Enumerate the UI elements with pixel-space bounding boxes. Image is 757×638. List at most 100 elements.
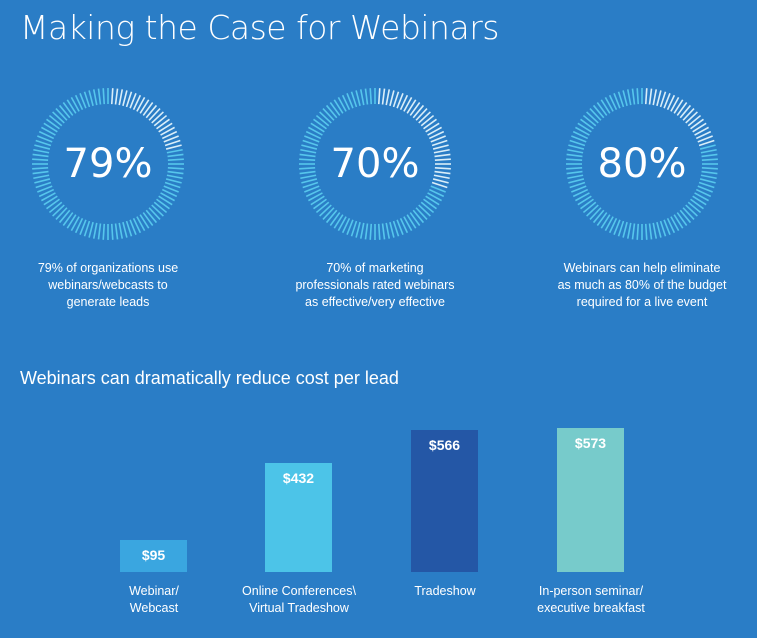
gauge-tick xyxy=(125,220,133,237)
gauge-tick xyxy=(79,93,87,109)
gauge-tick xyxy=(122,221,128,238)
gauge-tick xyxy=(37,185,53,193)
gauge-tick xyxy=(333,99,344,114)
gauge-tick xyxy=(420,114,435,127)
gauge-tick xyxy=(636,223,640,240)
gauge-tick xyxy=(359,222,365,239)
bar-webinar: $95 xyxy=(120,540,187,572)
gauge-tick xyxy=(687,201,702,214)
gauge-tick xyxy=(48,114,63,127)
category-label-tradeshow: Tradeshow xyxy=(370,583,520,600)
gauge-tick xyxy=(310,122,325,133)
gauge-tick xyxy=(118,222,124,239)
gauge-tick xyxy=(122,90,128,107)
gauge-tick xyxy=(136,97,146,112)
gauge-tick xyxy=(406,99,417,114)
caption-line: as effective/very effective xyxy=(305,295,445,309)
gauge-tick xyxy=(636,88,640,105)
gauge-tick xyxy=(425,122,440,133)
gauge-tick xyxy=(427,192,442,202)
gauge-tick xyxy=(34,178,51,184)
gauge-tick xyxy=(148,207,161,220)
gauge-tick xyxy=(329,102,341,116)
gauge-tick xyxy=(164,139,181,147)
gauge-tick xyxy=(608,94,618,111)
gauge-tick xyxy=(92,89,98,106)
gauge-tick xyxy=(673,99,684,114)
gauge-tick xyxy=(55,207,68,220)
gauge-tick xyxy=(148,108,161,121)
category-label-line: Online Conferences\ xyxy=(242,584,356,598)
gauge-tick xyxy=(617,91,625,108)
gauge-tick xyxy=(566,158,583,162)
gauge-tick xyxy=(568,144,585,150)
gauge-tick xyxy=(648,88,653,105)
stat-caption-3: Webinars can help eliminate as much as 8… xyxy=(542,260,742,311)
gauge-tick xyxy=(613,93,621,109)
gauge-tick xyxy=(62,102,74,116)
gauge-tick xyxy=(35,181,52,189)
gauge-tick xyxy=(567,174,584,180)
gauge-tick xyxy=(580,198,594,210)
gauge-tick xyxy=(694,192,709,202)
gauge-tick xyxy=(644,88,648,105)
gauge-percent-2: 70% xyxy=(330,141,420,187)
gauge-tick xyxy=(158,195,173,206)
gauge-tick xyxy=(700,174,717,180)
gauge-tick xyxy=(58,104,71,119)
gauge-tick xyxy=(433,174,450,180)
stat-caption-2: 70% of marketing professionals rated web… xyxy=(275,260,475,311)
gauge-tick xyxy=(577,122,592,133)
gauge-tick xyxy=(670,216,680,231)
gauge-tick xyxy=(430,185,446,193)
gauge-tick xyxy=(617,220,625,237)
gauge-tick xyxy=(403,216,413,231)
gauge-tick xyxy=(88,90,94,107)
gauge-tick xyxy=(161,188,178,198)
gauge-percent-3: 80% xyxy=(597,141,687,187)
gauge-tick xyxy=(301,178,318,184)
gauge-tick xyxy=(305,188,322,198)
gauge-tick xyxy=(153,201,168,214)
gauge-tick xyxy=(165,178,182,184)
gauge-tick xyxy=(163,185,179,193)
gauge-tick xyxy=(110,223,114,240)
gauge-tick xyxy=(55,108,68,121)
gauge-tick xyxy=(389,221,395,238)
gauge-tick xyxy=(364,223,369,240)
gauge-tick xyxy=(308,192,323,202)
gauge-tick xyxy=(32,158,49,162)
gauge-tick xyxy=(315,114,330,127)
gauge-tick xyxy=(572,188,589,198)
gauge-tick xyxy=(592,209,605,224)
gauge-tick xyxy=(648,223,653,240)
gauge-tick xyxy=(701,158,718,162)
stat-gauge-2: 70% xyxy=(297,86,453,242)
gauge-tick xyxy=(41,126,56,136)
gauge-tick xyxy=(682,207,695,220)
gauge-tick xyxy=(132,94,142,111)
gauge-tick xyxy=(97,88,102,105)
gauge-tick xyxy=(418,204,431,217)
gauge-tick xyxy=(432,178,449,184)
gauge-tick xyxy=(132,217,142,234)
gauge-tick xyxy=(666,217,676,234)
gauge-tick xyxy=(153,114,168,127)
gauge-tick xyxy=(70,216,80,231)
gauge-tick xyxy=(575,192,590,202)
gauge-tick xyxy=(325,209,338,224)
gauge-tick xyxy=(33,174,50,180)
gauge-tick xyxy=(156,198,170,210)
gauge-tick xyxy=(690,118,704,130)
bar-in-person-seminar: $573 xyxy=(557,428,624,572)
gauge-tick xyxy=(406,214,417,229)
gauge-tick xyxy=(310,195,325,206)
gauge-tick xyxy=(679,209,692,224)
gauge-tick xyxy=(679,104,692,119)
gauge-tick xyxy=(52,204,65,217)
gauge-tick xyxy=(586,204,599,217)
gauge-tick xyxy=(431,139,448,147)
gauge-tick xyxy=(409,102,421,116)
gauge-tick xyxy=(663,93,671,109)
gauge-ring-3 xyxy=(566,88,718,240)
